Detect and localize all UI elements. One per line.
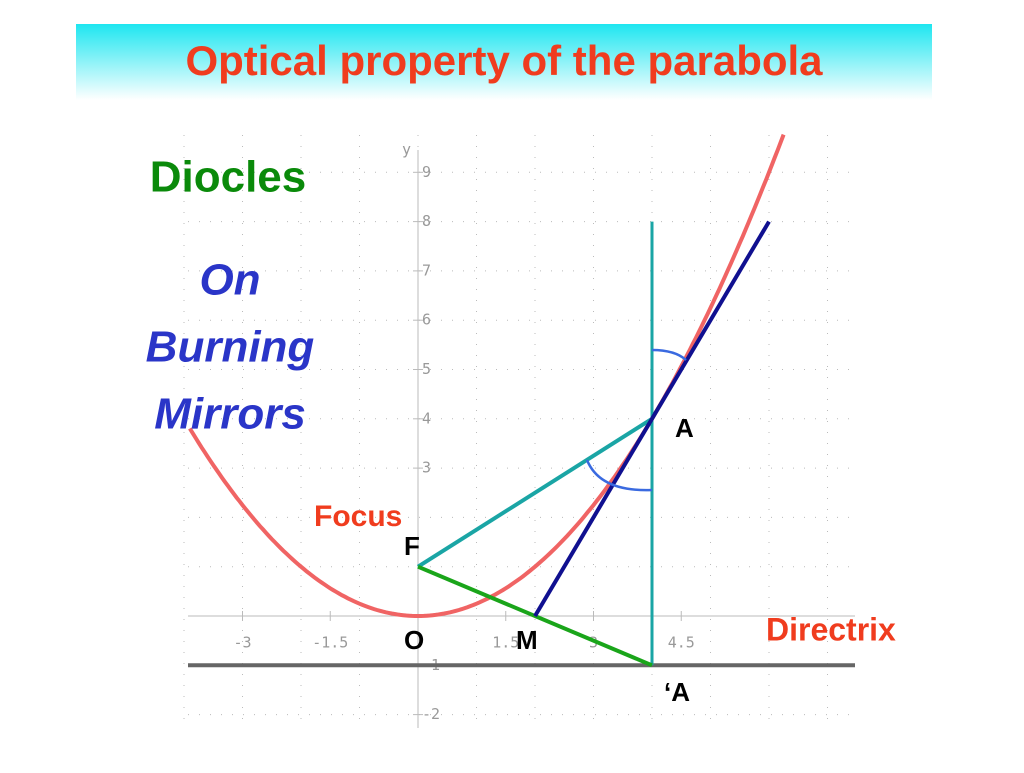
x-tick-label: 1.5	[492, 634, 519, 652]
x-tick-label: -1.5	[312, 634, 348, 652]
focus-label: Focus	[314, 500, 402, 533]
y-tick-label: 3	[422, 459, 431, 477]
axis-label: y	[402, 141, 411, 159]
y-tick-label: 7	[422, 261, 431, 279]
y-tick-label: 6	[422, 311, 431, 329]
work-title: Mirrors	[154, 390, 306, 439]
point-label: M	[516, 625, 538, 655]
title-banner	[76, 24, 932, 100]
y-tick-label: 8	[422, 212, 431, 230]
tangent	[533, 220, 771, 618]
x-tick-label: -3	[233, 634, 251, 652]
point-label: O	[404, 625, 424, 655]
title: Optical property of the parabola	[185, 37, 823, 84]
point-label: ‘A	[664, 677, 690, 707]
author: Diocles	[150, 153, 307, 202]
directrix-label: Directrix	[766, 611, 896, 647]
angle-arc	[651, 348, 687, 361]
x-tick-label: 4.5	[668, 634, 695, 652]
y-tick-label: 9	[422, 163, 431, 181]
focal-ray	[416, 417, 654, 569]
y-tick-label: -2	[422, 705, 440, 723]
angle-arc	[585, 459, 653, 492]
y-tick-label: 5	[422, 360, 431, 378]
work-title: On	[199, 256, 260, 305]
point-label: F	[404, 531, 420, 561]
y-tick-label: 4	[422, 409, 431, 427]
point-label: A	[675, 413, 694, 443]
work-title: Burning	[146, 323, 315, 372]
